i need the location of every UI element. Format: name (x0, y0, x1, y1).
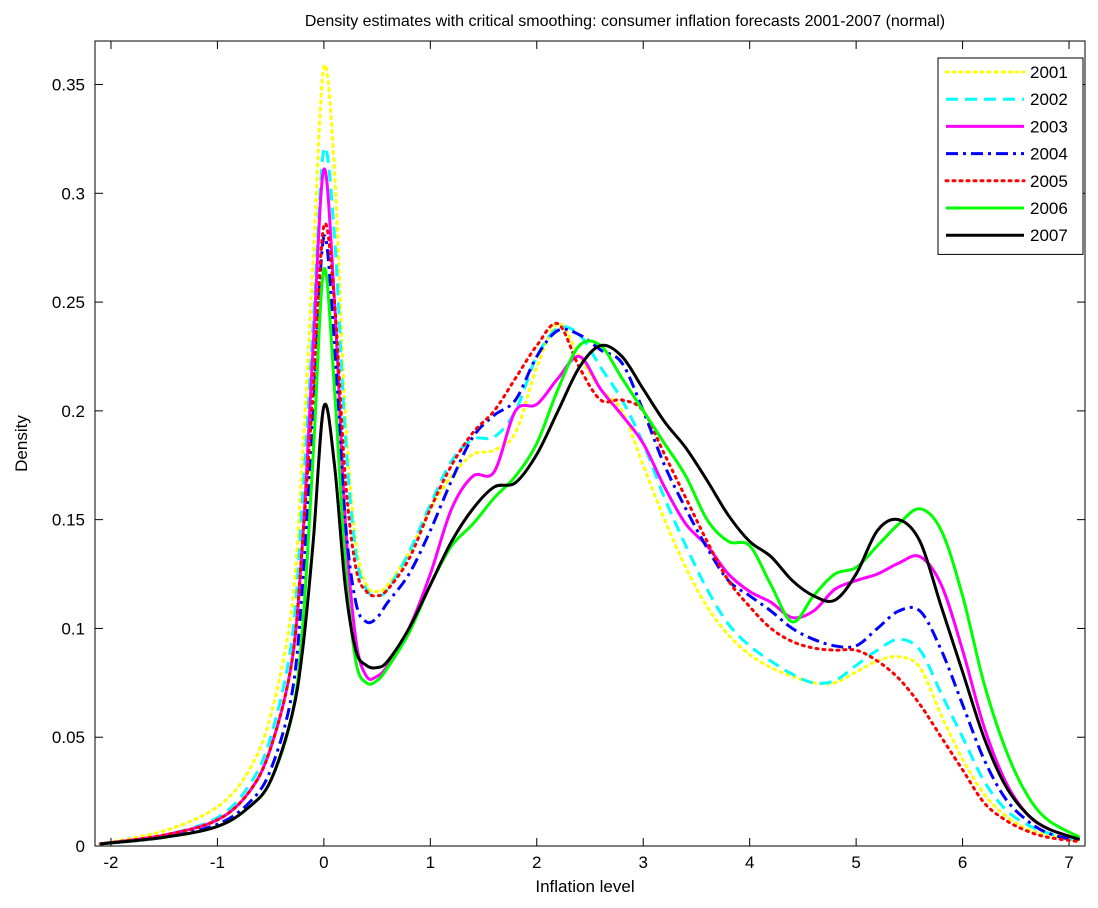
x-tick-label: 2 (532, 853, 541, 872)
y-axis-title: Density (12, 415, 31, 472)
x-tick-label: 7 (1064, 853, 1073, 872)
x-tick-label: 5 (851, 853, 860, 872)
y-tick-label: 0.2 (61, 402, 85, 421)
y-tick-label: 0.25 (52, 293, 85, 312)
y-tick-label: 0.1 (61, 619, 85, 638)
legend-label-2001: 2001 (1030, 63, 1068, 82)
chart-title: Density estimates with critical smoothin… (305, 13, 945, 30)
legend-label-2002: 2002 (1030, 90, 1068, 109)
y-tick-label: 0.35 (52, 76, 85, 95)
legend: 2001 2002 2003 2004 2005 2006 2007 (937, 57, 1084, 255)
x-tick-label: -2 (103, 853, 118, 872)
x-tick-label: 6 (958, 853, 967, 872)
x-tick-label: -1 (210, 853, 225, 872)
plot-area: -2 -1 0 1 2 3 4 5 6 7 0 0.05 0.1 0.15 0.2 0.25 0.3 0.35 (52, 40, 1086, 872)
series-line-2007 (100, 343, 1081, 846)
x-tick-label: 0 (319, 853, 328, 872)
legend-label-2007: 2007 (1030, 226, 1068, 245)
legend-label-2006: 2006 (1030, 199, 1068, 218)
legend-label-2005: 2005 (1030, 172, 1068, 191)
y-tick-label: 0.3 (61, 184, 85, 203)
series-line-2001 (98, 63, 1082, 846)
x-tick-label: 1 (426, 853, 435, 872)
x-tick-label: 3 (638, 853, 647, 872)
legend-label-2004: 2004 (1030, 145, 1068, 164)
series-line-2005 (98, 221, 1082, 846)
x-axis-title: Inflation level (535, 877, 634, 896)
legend-box (937, 57, 1084, 255)
series-line-2004 (100, 234, 1081, 846)
y-tick-label: 0.15 (52, 511, 85, 530)
x-tick-label: 4 (745, 853, 754, 872)
series-line-2002 (100, 145, 1081, 846)
axes-box (94, 40, 1086, 847)
series-line-2003 (100, 167, 1081, 846)
y-tick-label: 0.05 (52, 728, 85, 747)
legend-label-2003: 2003 (1030, 117, 1068, 136)
y-tick-label: 0 (76, 837, 85, 856)
